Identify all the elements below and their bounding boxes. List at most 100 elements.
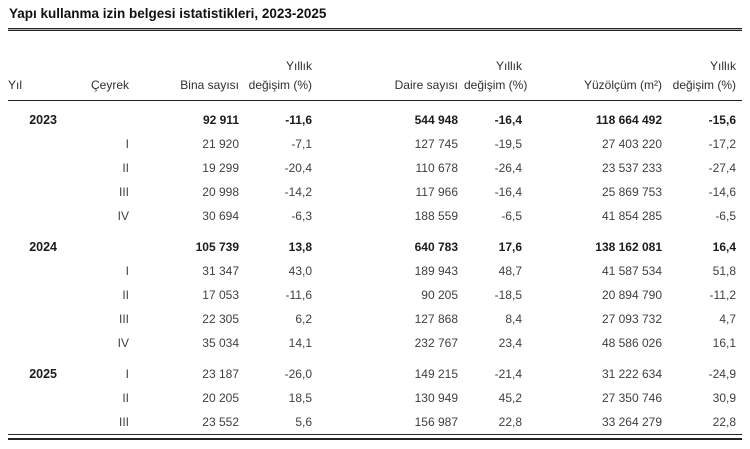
header-building-change-line1: Yıllık bbox=[285, 59, 312, 73]
floor-area-cell: 31 222 634 bbox=[601, 367, 662, 381]
header-building-change: Yıllık değişim (%) bbox=[245, 31, 318, 101]
statistics-table: Yıl Çeyrek Bina sayısı Yıllık değişim (%… bbox=[8, 31, 742, 434]
building-count-cell: 23 187 bbox=[202, 367, 239, 381]
year-cell bbox=[8, 204, 63, 228]
table-body: 2023 92 911 -11,6 544 948 -16,4 118 664 … bbox=[8, 101, 742, 435]
quarter-cell: I bbox=[125, 367, 129, 381]
quarter-cell: II bbox=[122, 391, 129, 405]
dwelling-count-cell: 90 205 bbox=[421, 288, 458, 302]
year-cell bbox=[8, 283, 63, 307]
floor-area-cell: 48 586 026 bbox=[601, 336, 662, 350]
table-row: III 22 305 6,2 127 868 8,4 27 093 732 4,… bbox=[8, 307, 742, 331]
dwelling-count-cell: 130 949 bbox=[414, 391, 458, 405]
year-cell: 2023 bbox=[29, 113, 57, 127]
dwelling-change-cell: 8,4 bbox=[505, 312, 522, 326]
dwelling-change-cell: -26,4 bbox=[494, 161, 522, 175]
building-change-cell: 13,8 bbox=[288, 240, 312, 254]
quarter-cell: III bbox=[118, 185, 129, 199]
year-cell bbox=[8, 156, 63, 180]
table-header-row: Yıl Çeyrek Bina sayısı Yıllık değişim (%… bbox=[8, 31, 742, 101]
header-year: Yıl bbox=[8, 31, 63, 101]
building-count-cell: 92 911 bbox=[202, 113, 239, 127]
building-change-cell: -11,6 bbox=[285, 288, 312, 302]
year-cell bbox=[8, 386, 63, 410]
table-row: II 19 299 -20,4 110 678 -26,4 23 537 233… bbox=[8, 156, 742, 180]
floor-area-cell: 138 162 081 bbox=[595, 240, 662, 254]
floor-area-change-cell: 16,1 bbox=[712, 336, 736, 350]
dwelling-count-cell: 117 966 bbox=[415, 185, 459, 199]
floor-area-change-cell: -11,2 bbox=[709, 288, 736, 302]
year-cell bbox=[8, 132, 63, 156]
dwelling-count-cell: 156 987 bbox=[414, 415, 458, 429]
floor-area-change-cell: -17,2 bbox=[708, 137, 736, 151]
table-bottom-rule bbox=[8, 434, 742, 440]
dwelling-count-cell: 189 943 bbox=[414, 264, 458, 278]
dwelling-change-cell: -19,5 bbox=[494, 137, 522, 151]
dwelling-change-cell: 45,2 bbox=[498, 391, 522, 405]
floor-area-change-cell: -6,5 bbox=[715, 209, 736, 223]
dwelling-change-cell: -16,4 bbox=[494, 113, 522, 127]
building-change-cell: -11,6 bbox=[285, 113, 312, 127]
floor-area-cell: 20 894 790 bbox=[601, 288, 662, 302]
building-count-cell: 30 694 bbox=[202, 209, 239, 223]
header-dwelling-change-line1: Yıllık bbox=[495, 59, 522, 73]
building-count-cell: 20 998 bbox=[202, 185, 239, 199]
floor-area-cell: 23 537 233 bbox=[601, 161, 662, 175]
quarter-cell: I bbox=[125, 137, 129, 151]
page-title: Yapı kullanma izin belgesi istatistikler… bbox=[9, 6, 327, 21]
header-building-count: Bina sayısı bbox=[135, 31, 245, 101]
table-row: II 17 053 -11,6 90 205 -18,5 20 894 790 … bbox=[8, 283, 742, 307]
floor-area-change-cell: 16,4 bbox=[712, 240, 736, 254]
dwelling-change-cell: 23,4 bbox=[498, 336, 522, 350]
year-cell: 2025 bbox=[29, 367, 57, 381]
quarter-cell: III bbox=[118, 415, 129, 429]
dwelling-change-cell: -16,4 bbox=[494, 185, 522, 199]
building-change-cell: 14,1 bbox=[288, 336, 312, 350]
header-floor-area-change-line1: Yıllık bbox=[709, 59, 736, 73]
building-count-cell: 17 053 bbox=[202, 288, 239, 302]
floor-area-cell: 25 869 753 bbox=[601, 185, 662, 199]
building-change-cell: 6,2 bbox=[295, 312, 312, 326]
dwelling-count-cell: 110 678 bbox=[415, 161, 459, 175]
header-building-count-label: Bina sayısı bbox=[180, 78, 239, 92]
quarter-cell bbox=[63, 228, 135, 259]
table-row: II 20 205 18,5 130 949 45,2 27 350 746 3… bbox=[8, 386, 742, 410]
building-count-cell: 105 739 bbox=[195, 240, 239, 254]
building-change-cell: -14,2 bbox=[284, 185, 312, 199]
quarter-cell bbox=[63, 101, 135, 133]
table-row: I 31 347 43,0 189 943 48,7 41 587 534 51… bbox=[8, 259, 742, 283]
floor-area-cell: 41 854 285 bbox=[601, 209, 662, 223]
dwelling-count-cell: 188 559 bbox=[414, 209, 458, 223]
floor-area-change-cell: 51,8 bbox=[712, 264, 736, 278]
floor-area-change-cell: -24,9 bbox=[708, 367, 736, 381]
dwelling-change-cell: -18,5 bbox=[494, 288, 522, 302]
building-change-cell: 43,0 bbox=[288, 264, 312, 278]
quarter-cell: II bbox=[122, 161, 129, 175]
dwelling-change-cell: 17,6 bbox=[498, 240, 522, 254]
header-building-change-label: değişim (%) bbox=[248, 78, 312, 92]
floor-area-change-cell: 4,7 bbox=[719, 312, 736, 326]
table-row: I 21 920 -7,1 127 745 -19,5 27 403 220 -… bbox=[8, 132, 742, 156]
building-count-cell: 23 552 bbox=[202, 415, 239, 429]
building-count-cell: 22 305 bbox=[202, 312, 239, 326]
floor-area-cell: 27 093 732 bbox=[601, 312, 662, 326]
table-row: 2024 105 739 13,8 640 783 17,6 138 162 0… bbox=[8, 228, 742, 259]
table-row: IV 30 694 -6,3 188 559 -6,5 41 854 285 -… bbox=[8, 204, 742, 228]
header-floor-area-label: Yüzölçüm (m²) bbox=[583, 78, 662, 92]
building-count-cell: 35 034 bbox=[202, 336, 239, 350]
floor-area-change-cell: -15,6 bbox=[708, 113, 736, 127]
table-row: 2025 I 23 187 -26,0 149 215 -21,4 31 222… bbox=[8, 355, 742, 386]
dwelling-change-cell: -21,4 bbox=[494, 367, 522, 381]
header-dwelling-change-label: değişim (%) bbox=[464, 78, 528, 92]
floor-area-cell: 27 403 220 bbox=[601, 137, 662, 151]
table-row: III 23 552 5,6 156 987 22,8 33 264 279 2… bbox=[8, 410, 742, 434]
dwelling-count-cell: 544 948 bbox=[414, 113, 458, 127]
floor-area-change-cell: 22,8 bbox=[712, 415, 736, 429]
year-cell: 2024 bbox=[29, 240, 57, 254]
building-change-cell: -6,3 bbox=[291, 209, 312, 223]
dwelling-count-cell: 127 745 bbox=[414, 137, 458, 151]
building-count-cell: 20 205 bbox=[202, 391, 239, 405]
floor-area-cell: 33 264 279 bbox=[601, 415, 662, 429]
header-quarter: Çeyrek bbox=[63, 31, 135, 101]
quarter-cell: IV bbox=[117, 336, 129, 350]
